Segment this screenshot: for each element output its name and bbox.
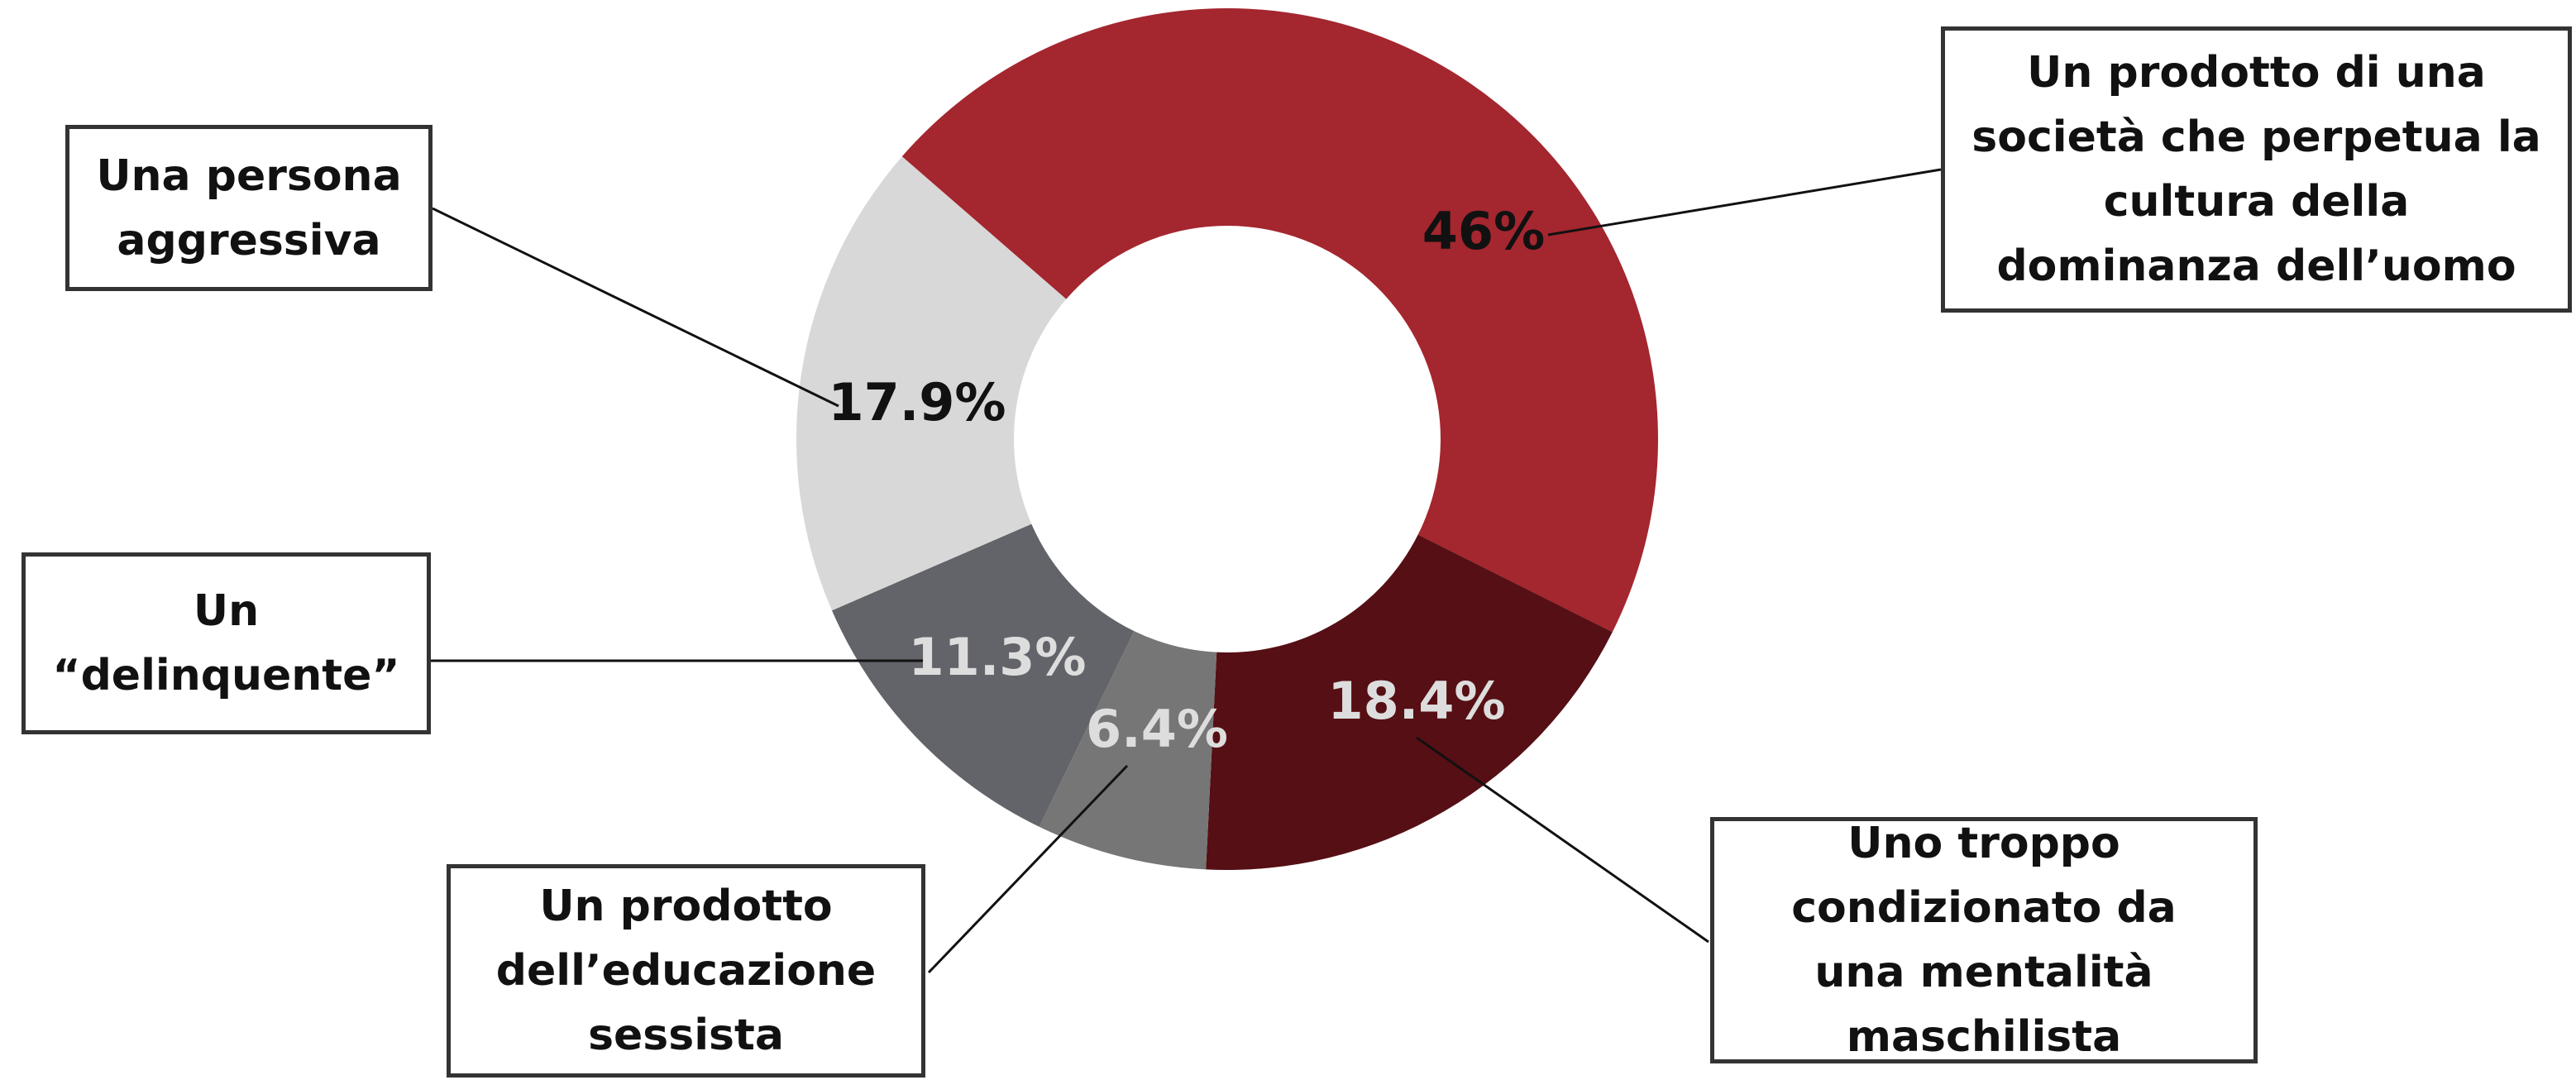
leader-line <box>1416 736 1709 944</box>
leader-line <box>1547 168 1942 237</box>
value-label: 17.9% <box>828 372 1006 432</box>
leader-line <box>432 207 839 408</box>
category-label: Un “delinquente” <box>22 552 431 734</box>
leader-line <box>927 764 1129 974</box>
value-label: 18.4% <box>1327 671 1505 731</box>
donut-segment <box>796 156 1067 611</box>
category-label: Una persona aggressiva <box>65 125 433 291</box>
donut-segment <box>831 523 1135 827</box>
category-label: Un prodotto dell’educazione sessista <box>447 864 925 1078</box>
category-label: Uno troppo condizionato da una mentalità… <box>1710 817 2258 1063</box>
donut-segment <box>1206 534 1613 871</box>
category-label: Un prodotto di una società che perpetua … <box>1941 26 2572 313</box>
donut-segment <box>901 7 1659 633</box>
value-label: 11.3% <box>908 627 1086 687</box>
value-label: 46% <box>1422 201 1545 261</box>
value-label: 6.4% <box>1086 699 1228 759</box>
